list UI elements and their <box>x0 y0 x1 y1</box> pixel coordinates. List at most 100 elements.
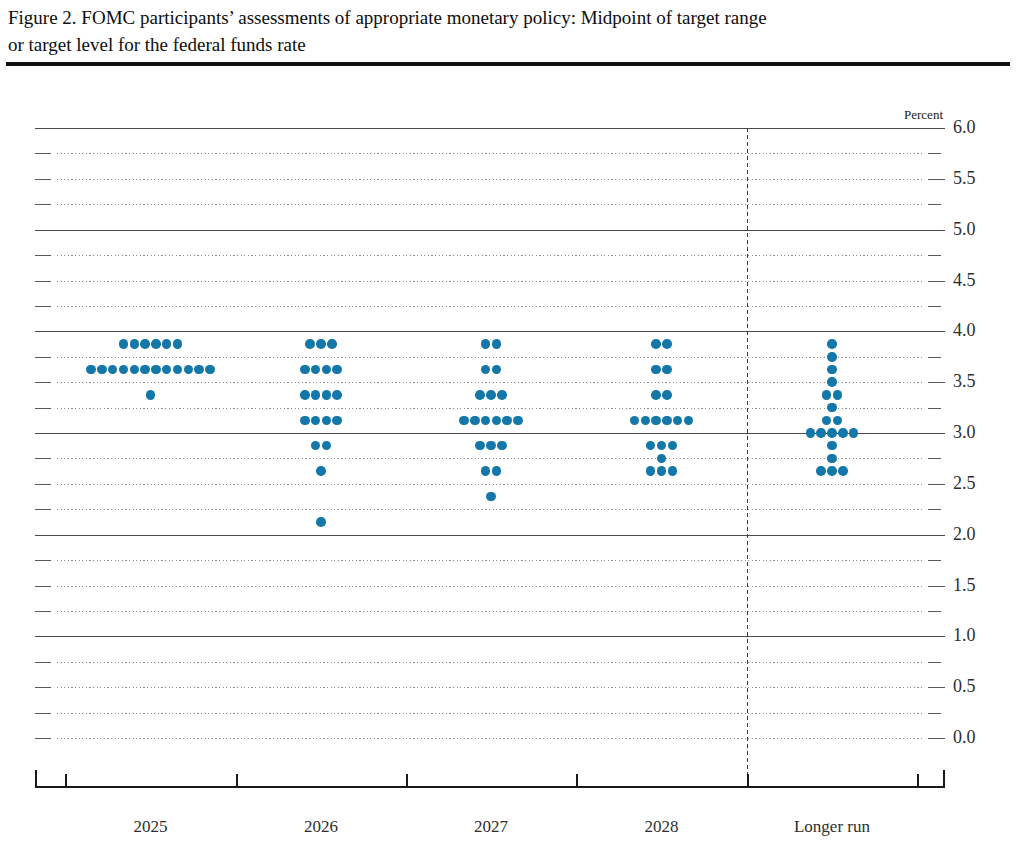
gridline-dotted <box>57 382 925 383</box>
participant-dot <box>173 339 183 349</box>
x-axis-tick <box>236 774 238 786</box>
gridline-left-tick <box>35 484 51 485</box>
gridline-left-tick <box>35 560 51 561</box>
participant-dot <box>119 339 129 349</box>
participant-dot <box>673 416 683 426</box>
participant-dot <box>822 416 832 426</box>
gridline-solid <box>35 636 945 637</box>
gridline-left-tick <box>35 153 51 154</box>
gridline-right-tick <box>928 357 941 358</box>
participant-dot <box>651 339 661 349</box>
gridline-right-tick <box>928 255 941 256</box>
participant-dot <box>459 416 469 426</box>
participant-dot <box>646 466 656 476</box>
participant-dot <box>475 441 485 451</box>
participant-dot <box>657 441 667 451</box>
participant-dot <box>838 466 848 476</box>
x-axis-line <box>35 786 945 788</box>
gridline-right-tick <box>928 687 945 688</box>
participant-dot <box>470 416 480 426</box>
participant-dot <box>502 416 512 426</box>
x-axis-end-cap <box>943 770 945 786</box>
longer-run-separator <box>747 128 748 786</box>
participant-dot <box>140 339 150 349</box>
y-axis-tick-label: 1.0 <box>953 625 997 646</box>
gridline-dotted <box>57 204 925 205</box>
participant-dot <box>816 466 826 476</box>
participant-dot <box>194 365 204 375</box>
participant-dot <box>205 365 215 375</box>
participant-dot <box>316 466 326 476</box>
gridline-dotted <box>57 509 925 510</box>
gridline-right-tick <box>928 484 945 485</box>
gridline-right-tick <box>928 408 941 409</box>
gridline-solid <box>35 230 945 231</box>
gridline-left-tick <box>35 382 51 383</box>
participant-dot <box>322 365 332 375</box>
gridline-dotted <box>57 738 925 739</box>
dot-plot-chart: Percent6.05.55.04.54.03.53.02.52.01.51.0… <box>0 0 1018 854</box>
participant-dot <box>481 339 491 349</box>
participant-dot <box>311 365 321 375</box>
participant-dot <box>140 365 150 375</box>
participant-dot <box>173 365 183 375</box>
y-axis-tick-label: 4.0 <box>953 320 997 341</box>
participant-dot <box>662 390 672 400</box>
gridline-right-tick <box>928 611 941 612</box>
gridline-right-tick <box>928 662 941 663</box>
gridline-dotted <box>57 357 925 358</box>
gridline-dotted <box>57 687 925 688</box>
participant-dot <box>97 365 107 375</box>
participant-dot <box>486 441 496 451</box>
gridline-right-tick <box>928 509 941 510</box>
participant-dot <box>816 428 826 438</box>
participant-dot <box>492 365 502 375</box>
participant-dot <box>332 390 342 400</box>
gridline-left-tick <box>35 687 51 688</box>
y-axis-tick-label: 0.5 <box>953 676 997 697</box>
x-axis-tick <box>747 774 749 786</box>
y-axis-tick-label: 3.5 <box>953 371 997 392</box>
participant-dot <box>327 339 337 349</box>
gridline-right-tick <box>928 738 945 739</box>
gridline-solid <box>35 535 945 536</box>
participant-dot <box>332 416 342 426</box>
y-axis-tick-label: 2.5 <box>953 473 997 494</box>
gridline-left-tick <box>35 713 51 714</box>
gridline-dotted <box>57 179 925 180</box>
participant-dot <box>838 428 848 438</box>
participant-dot <box>130 365 140 375</box>
gridline-solid <box>35 331 945 332</box>
x-axis-tick <box>406 774 408 786</box>
participant-dot <box>827 441 837 451</box>
gridline-left-tick <box>35 408 51 409</box>
participant-dot <box>492 416 502 426</box>
participant-dot <box>646 441 656 451</box>
gridline-dotted <box>57 484 925 485</box>
participant-dot <box>305 339 315 349</box>
participant-dot <box>827 428 837 438</box>
gridline-right-tick <box>928 458 941 459</box>
participant-dot <box>119 365 129 375</box>
participant-dot <box>668 441 678 451</box>
gridline-right-tick <box>928 204 941 205</box>
participant-dot <box>486 390 496 400</box>
gridline-dotted <box>57 662 925 663</box>
participant-dot <box>492 466 502 476</box>
gridline-left-tick <box>35 281 51 282</box>
x-axis-label-2025: 2025 <box>66 817 236 837</box>
gridline-right-tick <box>928 179 945 180</box>
gridline-dotted <box>57 281 925 282</box>
participant-dot <box>668 466 678 476</box>
participant-dot <box>475 390 485 400</box>
x-axis-tick <box>576 774 578 786</box>
gridline-left-tick <box>35 255 51 256</box>
participant-dot <box>827 466 837 476</box>
participant-dot <box>806 428 816 438</box>
gridline-left-tick <box>35 204 51 205</box>
participant-dot <box>833 390 843 400</box>
gridline-dotted <box>57 408 925 409</box>
participant-dot <box>657 466 667 476</box>
participant-dot <box>662 416 672 426</box>
participant-dot <box>662 339 672 349</box>
